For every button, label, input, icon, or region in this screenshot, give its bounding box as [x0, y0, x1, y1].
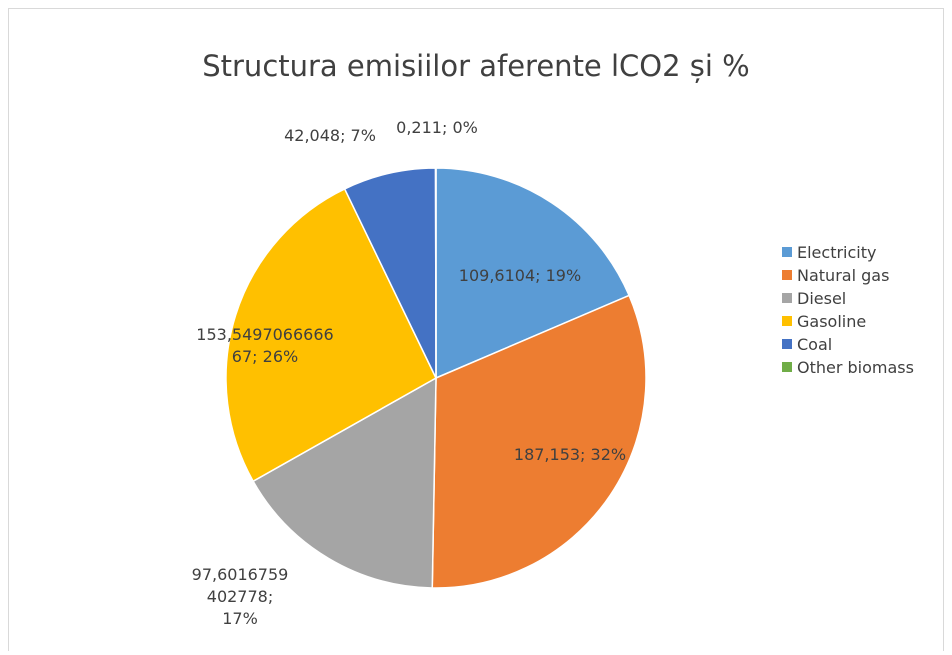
legend-label: Other biomass [797, 358, 914, 377]
data-label: 187,153; 32% [514, 445, 626, 464]
data-label: 42,048; 7% [284, 126, 376, 145]
legend-label: Diesel [797, 289, 846, 308]
data-label: 109,6104; 19% [459, 266, 581, 285]
legend-label: Gasoline [797, 312, 866, 331]
legend-swatch [782, 247, 792, 257]
data-label: 0,211; 0% [396, 118, 478, 137]
legend-swatch [782, 316, 792, 326]
chart-title: Structura emisiilor aferente lCO2 și % [202, 49, 750, 83]
legend-swatch [782, 293, 792, 303]
legend-label: Electricity [797, 243, 876, 262]
legend-swatch [782, 339, 792, 349]
legend-label: Coal [797, 335, 832, 354]
legend-swatch [782, 362, 792, 372]
legend-label: Natural gas [797, 266, 889, 285]
legend-swatch [782, 270, 792, 280]
